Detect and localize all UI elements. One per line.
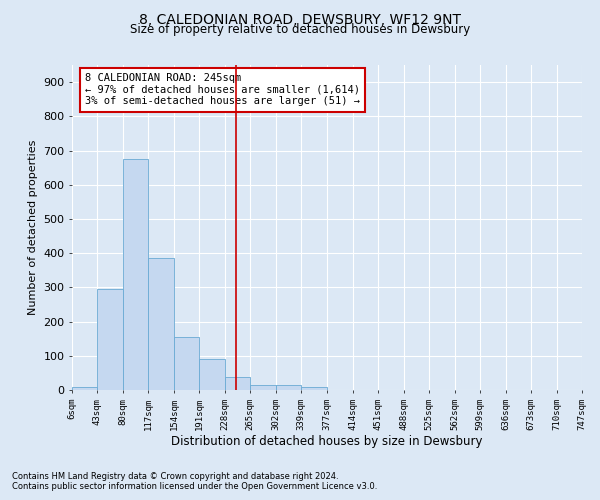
Text: 8 CALEDONIAN ROAD: 245sqm
← 97% of detached houses are smaller (1,614)
3% of sem: 8 CALEDONIAN ROAD: 245sqm ← 97% of detac…	[85, 73, 360, 106]
Text: Size of property relative to detached houses in Dewsbury: Size of property relative to detached ho…	[130, 22, 470, 36]
Bar	[225, 378, 250, 390]
Bar	[123, 159, 148, 390]
Bar	[72, 386, 97, 390]
Bar	[250, 385, 276, 390]
Text: Contains HM Land Registry data © Crown copyright and database right 2024.: Contains HM Land Registry data © Crown c…	[12, 472, 338, 481]
Bar	[199, 359, 225, 390]
Text: 8, CALEDONIAN ROAD, DEWSBURY, WF12 9NT: 8, CALEDONIAN ROAD, DEWSBURY, WF12 9NT	[139, 12, 461, 26]
Bar	[301, 386, 328, 390]
Bar	[276, 385, 301, 390]
Bar	[174, 337, 199, 390]
Text: Contains public sector information licensed under the Open Government Licence v3: Contains public sector information licen…	[12, 482, 377, 491]
X-axis label: Distribution of detached houses by size in Dewsbury: Distribution of detached houses by size …	[171, 436, 483, 448]
Y-axis label: Number of detached properties: Number of detached properties	[28, 140, 38, 315]
Bar	[148, 258, 174, 390]
Bar	[97, 289, 123, 390]
